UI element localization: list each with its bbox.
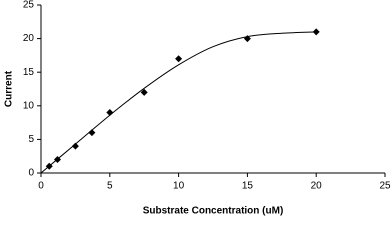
data-point — [106, 109, 114, 117]
data-point — [243, 35, 251, 43]
data-point — [140, 88, 148, 96]
data-point — [312, 28, 320, 36]
x-tick-label: 15 — [242, 181, 254, 192]
chart: Substrate Concentration (uM) Current 0 5 1… — [4, 0, 391, 217]
data-point — [88, 129, 96, 137]
x-axis-title: Substrate Concentration (uM) — [143, 206, 284, 217]
data-point — [71, 142, 79, 150]
y-tick-label: 25 — [23, 0, 35, 11]
data-point — [175, 55, 183, 63]
x-tick-label: 10 — [173, 181, 185, 192]
x-tick-label: 25 — [379, 181, 391, 192]
data-point — [45, 162, 53, 170]
y-tick-label: 5 — [28, 134, 34, 145]
x-tick-label: 0 — [38, 181, 44, 192]
y-axis-title: Current — [4, 70, 15, 107]
data-point — [54, 156, 62, 164]
y-tick-label: 0 — [28, 168, 34, 179]
fit-curve — [40, 31, 317, 174]
y-tick-label: 10 — [23, 100, 35, 111]
x-tick-label: 5 — [107, 181, 113, 192]
y-tick-label: 20 — [23, 33, 35, 44]
x-tick-label: 20 — [311, 181, 323, 192]
page: Substrate Concentration (uM) Current 0 5 1… — [3, 0, 391, 217]
y-tick-label: 15 — [23, 67, 35, 78]
